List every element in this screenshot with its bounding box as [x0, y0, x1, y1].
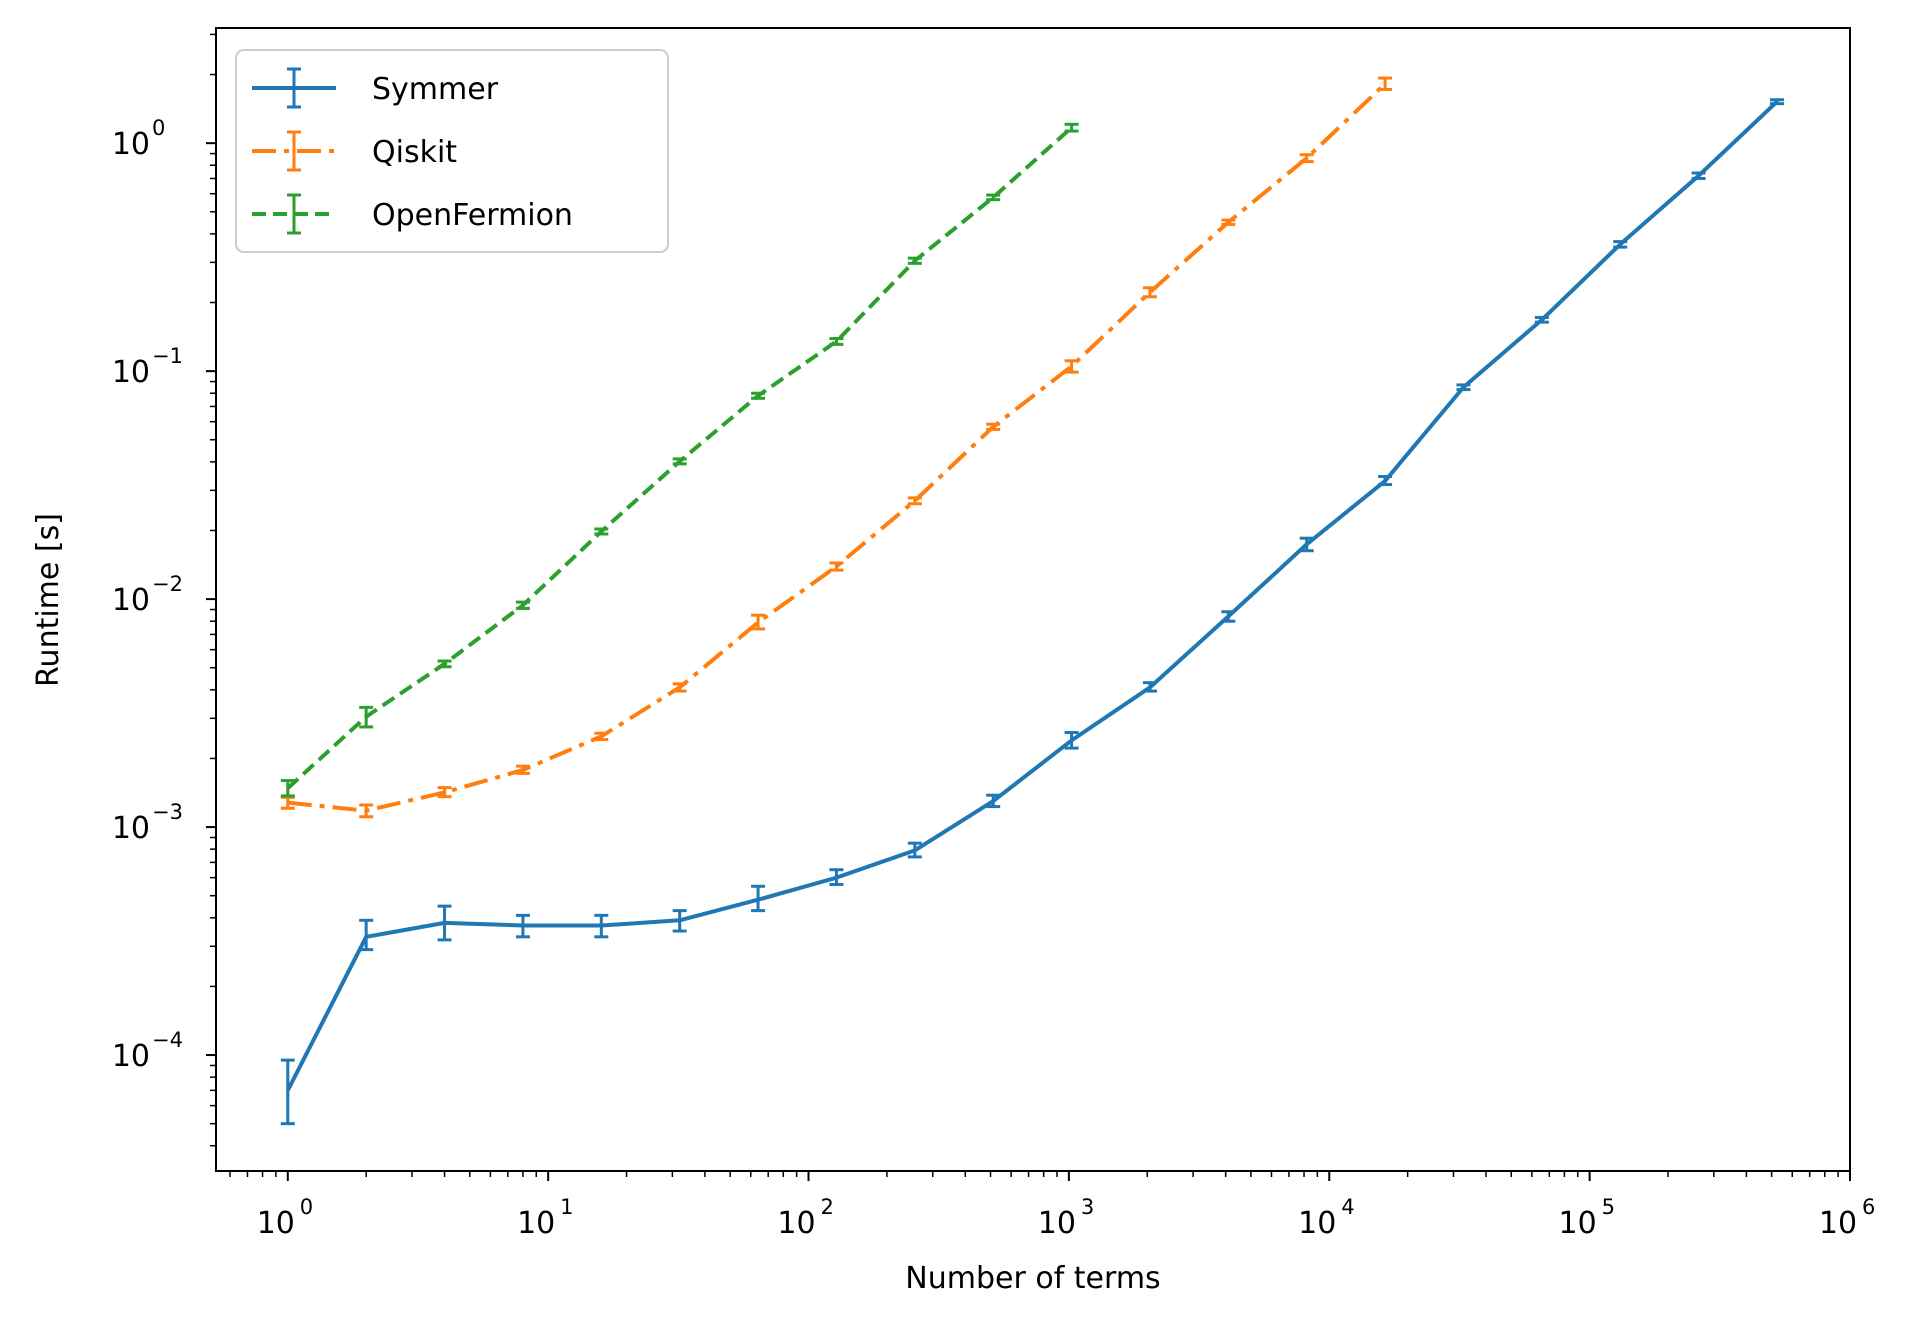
x-tick-exponent: 2 [821, 1195, 834, 1219]
legend-item-qiskit: Qiskit [252, 130, 457, 172]
x-tick-label: 10 [1298, 1206, 1336, 1241]
y-tick-label: 10 [112, 811, 150, 846]
legend-label: Symmer [372, 72, 499, 107]
error-bar [280, 1058, 295, 1126]
x-tick-label: 10 [777, 1206, 815, 1241]
y-tick-exponent: −2 [152, 572, 183, 596]
x-tick-exponent: 6 [1862, 1195, 1875, 1219]
x-axis-label: Number of terms [905, 1261, 1160, 1296]
legend-box [235, 49, 669, 253]
legend-item-symmer: Symmer [252, 67, 499, 109]
y-tick-exponent: −4 [152, 1028, 183, 1052]
y-tick-label: 10 [112, 1039, 150, 1074]
error-bar [437, 786, 452, 799]
x-tick-exponent: 5 [1602, 1195, 1615, 1219]
x-tick-exponent: 3 [1081, 1195, 1094, 1219]
x-tick-label: 10 [517, 1206, 555, 1241]
y-tick-exponent: 0 [152, 116, 165, 140]
y-axis-label: Runtime [s] [31, 513, 66, 687]
series-line [286, 100, 1779, 1092]
series-line [287, 82, 1387, 813]
y-tick-label: 10 [112, 127, 150, 162]
series-layer [280, 76, 1784, 1126]
x-tick-label: 10 [1559, 1206, 1597, 1241]
x-axis: 10 0 10 1 10 2 10 3 10 4 10 5 10 6 [229, 1171, 1875, 1241]
x-tick-label: 10 [1038, 1206, 1076, 1241]
x-tick-exponent: 0 [300, 1195, 313, 1219]
error-bar [751, 613, 766, 631]
y-tick-label: 10 [112, 355, 150, 390]
x-tick-label: 10 [257, 1206, 295, 1241]
y-tick-exponent: −3 [152, 800, 183, 824]
legend: Symmer Qiskit OpenFermion [235, 49, 669, 253]
series-qiskit [280, 76, 1393, 819]
series-line [286, 126, 1073, 790]
legend-label: OpenFermion [372, 198, 573, 233]
x-tick-exponent: 4 [1341, 1195, 1354, 1219]
y-tick-label: 10 [112, 583, 150, 618]
y-tick-exponent: −1 [152, 344, 183, 368]
x-tick-label: 10 [1819, 1206, 1857, 1241]
legend-item-openfermion: OpenFermion [252, 193, 573, 235]
x-tick-exponent: 1 [560, 1195, 573, 1219]
legend-label: Qiskit [372, 135, 457, 170]
legend-entries: Symmer Qiskit OpenFermion [252, 67, 573, 235]
series-symmer [280, 98, 1784, 1126]
series-openfermion [280, 122, 1079, 798]
